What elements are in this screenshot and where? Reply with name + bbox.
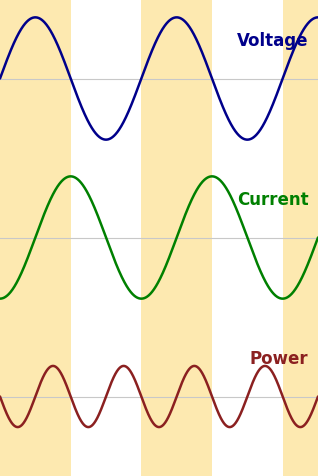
Bar <box>283 0 318 159</box>
Text: Current: Current <box>237 190 308 208</box>
Text: Power: Power <box>250 349 308 367</box>
Text: Voltage: Voltage <box>237 32 308 50</box>
Bar <box>0 0 71 159</box>
Bar <box>0 159 71 317</box>
Bar <box>0 317 71 476</box>
Bar <box>141 317 212 476</box>
Bar <box>283 159 318 317</box>
Bar <box>141 159 212 317</box>
Bar <box>141 0 212 159</box>
Bar <box>283 317 318 476</box>
